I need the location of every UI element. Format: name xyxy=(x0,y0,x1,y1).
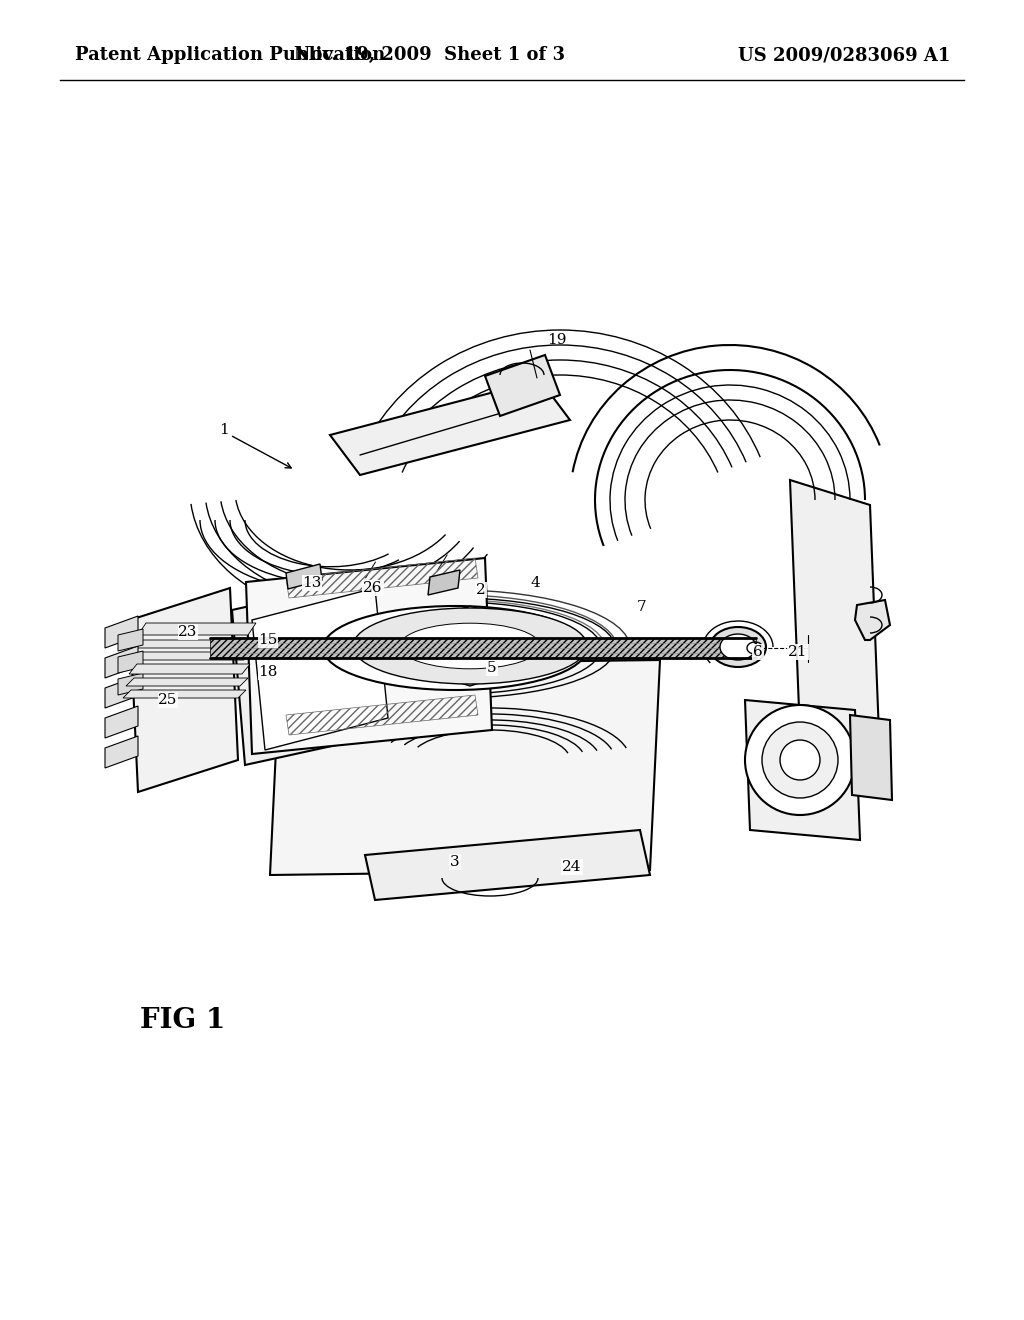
Text: 3: 3 xyxy=(451,855,460,869)
Polygon shape xyxy=(132,652,252,660)
Text: US 2009/0283069 A1: US 2009/0283069 A1 xyxy=(737,46,950,63)
Polygon shape xyxy=(126,678,248,686)
Polygon shape xyxy=(790,480,880,760)
Text: 13: 13 xyxy=(302,576,322,590)
Text: 5: 5 xyxy=(487,661,497,675)
Polygon shape xyxy=(246,558,492,754)
Ellipse shape xyxy=(710,627,766,667)
Text: 23: 23 xyxy=(178,624,198,639)
Polygon shape xyxy=(105,706,138,738)
Polygon shape xyxy=(129,664,250,675)
Ellipse shape xyxy=(399,623,541,669)
Text: 19: 19 xyxy=(547,333,566,347)
Polygon shape xyxy=(118,630,143,651)
Ellipse shape xyxy=(762,722,838,799)
Ellipse shape xyxy=(323,606,587,690)
Polygon shape xyxy=(105,616,138,648)
Polygon shape xyxy=(365,830,650,900)
Ellipse shape xyxy=(720,634,756,660)
Polygon shape xyxy=(135,640,254,648)
Polygon shape xyxy=(855,601,890,640)
Polygon shape xyxy=(745,700,860,840)
Polygon shape xyxy=(210,638,756,657)
Polygon shape xyxy=(270,660,660,875)
Polygon shape xyxy=(485,355,560,416)
Polygon shape xyxy=(105,737,138,768)
Polygon shape xyxy=(123,690,246,698)
Text: 26: 26 xyxy=(364,581,383,595)
Polygon shape xyxy=(105,676,138,708)
Text: FIG 1: FIG 1 xyxy=(140,1006,225,1034)
Text: Nov. 19, 2009  Sheet 1 of 3: Nov. 19, 2009 Sheet 1 of 3 xyxy=(295,46,565,63)
Polygon shape xyxy=(330,380,570,475)
Text: 6: 6 xyxy=(753,645,763,659)
Polygon shape xyxy=(252,587,388,750)
Polygon shape xyxy=(286,564,322,589)
Text: 7: 7 xyxy=(637,601,647,614)
Polygon shape xyxy=(105,645,138,678)
Text: 15: 15 xyxy=(258,634,278,647)
Text: 4: 4 xyxy=(530,576,540,590)
Text: 2: 2 xyxy=(476,583,485,597)
Polygon shape xyxy=(130,587,238,792)
Text: Patent Application Publication: Patent Application Publication xyxy=(75,46,385,63)
Ellipse shape xyxy=(353,609,587,684)
Text: 24: 24 xyxy=(562,861,582,874)
Text: 25: 25 xyxy=(159,693,178,708)
Ellipse shape xyxy=(780,741,820,780)
Text: 21: 21 xyxy=(788,645,808,659)
Ellipse shape xyxy=(745,705,855,814)
Polygon shape xyxy=(232,576,406,766)
Polygon shape xyxy=(118,673,143,696)
Polygon shape xyxy=(118,651,143,673)
Polygon shape xyxy=(850,715,892,800)
Polygon shape xyxy=(343,606,597,686)
Text: 1: 1 xyxy=(219,422,229,437)
Text: 18: 18 xyxy=(258,665,278,678)
Polygon shape xyxy=(428,570,460,595)
Polygon shape xyxy=(138,623,256,635)
